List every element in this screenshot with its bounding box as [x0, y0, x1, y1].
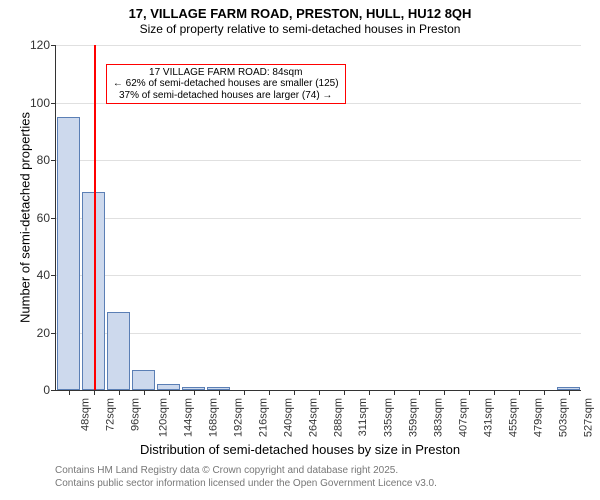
footer-line2: Contains public sector information licen…: [55, 478, 437, 491]
x-axis-label: Distribution of semi-detached houses by …: [0, 442, 600, 457]
annotation-line2: 37% of semi-detached houses are larger (…: [113, 90, 339, 102]
x-tick-label: 407sqm: [457, 398, 469, 437]
y-gridline: [56, 45, 581, 46]
y-tick-label: 40: [37, 268, 56, 282]
x-tick-label: 192sqm: [232, 398, 244, 437]
x-tick-mark: [419, 390, 420, 395]
chart-title: 17, VILLAGE FARM ROAD, PRESTON, HULL, HU…: [0, 6, 600, 22]
y-axis-label: Number of semi-detached properties: [18, 98, 33, 338]
x-tick-label: 264sqm: [307, 398, 319, 437]
y-gridline: [56, 333, 581, 334]
footer-attribution: Contains HM Land Registry data © Crown c…: [55, 465, 437, 490]
y-tick-label: 0: [43, 383, 56, 397]
x-tick-label: 431sqm: [482, 398, 494, 437]
x-tick-label: 503sqm: [557, 398, 569, 437]
x-tick-label: 216sqm: [257, 398, 269, 437]
y-tick-label: 80: [37, 153, 56, 167]
x-tick-mark: [244, 390, 245, 395]
x-tick-mark: [294, 390, 295, 395]
annotation-box: 17 VILLAGE FARM ROAD: 84sqm← 62% of semi…: [106, 64, 346, 105]
bar: [57, 117, 80, 390]
y-gridline: [56, 218, 581, 219]
x-tick-mark: [519, 390, 520, 395]
x-tick-label: 72sqm: [104, 398, 116, 431]
x-tick-label: 455sqm: [507, 398, 519, 437]
x-tick-label: 240sqm: [282, 398, 294, 437]
plot-area: 02040608010012048sqm72sqm96sqm120sqm144s…: [55, 45, 581, 391]
x-tick-mark: [94, 390, 95, 395]
y-tick-label: 20: [37, 326, 56, 340]
y-tick-label: 100: [30, 96, 56, 110]
x-tick-label: 335sqm: [382, 398, 394, 437]
x-tick-mark: [444, 390, 445, 395]
annotation-line1: ← 62% of semi-detached houses are smalle…: [113, 78, 339, 90]
x-tick-mark: [319, 390, 320, 395]
x-tick-mark: [194, 390, 195, 395]
x-tick-mark: [569, 390, 570, 395]
x-tick-label: 48sqm: [79, 398, 91, 431]
footer-line1: Contains HM Land Registry data © Crown c…: [55, 465, 437, 478]
x-tick-mark: [144, 390, 145, 395]
x-tick-mark: [344, 390, 345, 395]
bar: [107, 312, 130, 390]
x-tick-mark: [469, 390, 470, 395]
bar: [132, 370, 155, 390]
x-tick-mark: [369, 390, 370, 395]
x-tick-label: 359sqm: [407, 398, 419, 437]
chart-container: 17, VILLAGE FARM ROAD, PRESTON, HULL, HU…: [0, 0, 600, 500]
x-tick-label: 144sqm: [182, 398, 194, 437]
x-tick-label: 479sqm: [532, 398, 544, 437]
x-tick-label: 383sqm: [432, 398, 444, 437]
x-tick-mark: [119, 390, 120, 395]
annotation-heading: 17 VILLAGE FARM ROAD: 84sqm: [113, 67, 339, 79]
y-gridline: [56, 275, 581, 276]
y-tick-label: 120: [30, 38, 56, 52]
x-tick-label: 527sqm: [582, 398, 594, 437]
x-tick-label: 168sqm: [207, 398, 219, 437]
chart-subtitle: Size of property relative to semi-detach…: [0, 22, 600, 36]
y-tick-label: 60: [37, 211, 56, 225]
x-tick-label: 96sqm: [129, 398, 141, 431]
y-gridline: [56, 160, 581, 161]
x-tick-mark: [394, 390, 395, 395]
x-tick-mark: [69, 390, 70, 395]
x-tick-mark: [269, 390, 270, 395]
x-tick-label: 311sqm: [357, 398, 369, 436]
x-tick-label: 120sqm: [157, 398, 169, 437]
reference-line: [94, 45, 96, 390]
x-tick-mark: [544, 390, 545, 395]
x-tick-mark: [169, 390, 170, 395]
x-tick-mark: [494, 390, 495, 395]
x-tick-mark: [219, 390, 220, 395]
x-tick-label: 288sqm: [332, 398, 344, 437]
